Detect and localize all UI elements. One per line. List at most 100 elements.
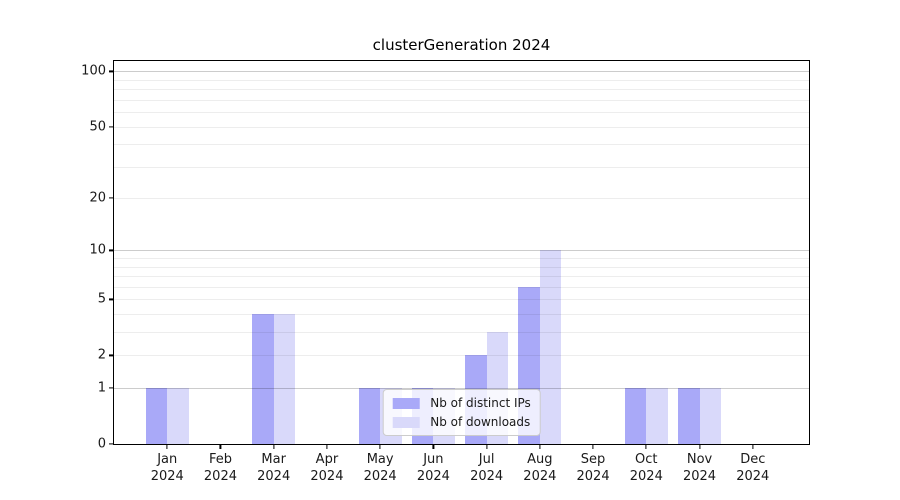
x-axis-label: Nov 2024 [683, 451, 716, 485]
x-label-year: 2024 [310, 469, 344, 484]
minor-gridline [114, 89, 809, 91]
x-axis-label: Apr 2024 [310, 451, 343, 485]
bar-distinct-ips [677, 388, 700, 444]
x-label-year: 2024 [257, 469, 291, 484]
minor-gridline [114, 144, 809, 146]
y-tick-mark [109, 298, 114, 300]
minor-gridline [114, 166, 809, 168]
minor-gridline [114, 112, 809, 114]
x-tick-mark [752, 444, 754, 449]
minor-gridline [114, 314, 809, 316]
x-label-month: Sep [580, 452, 606, 467]
x-tick-mark [539, 444, 541, 449]
x-tick-mark [698, 444, 701, 449]
x-label-month: Jul [478, 452, 495, 467]
bar-downloads [167, 388, 189, 444]
minor-gridline [114, 79, 809, 81]
minor-gridline [114, 258, 809, 260]
legend-swatch-distinct-ips [392, 397, 420, 409]
x-tick-mark [166, 444, 168, 449]
legend-label: Nb of distinct IPs [430, 396, 531, 410]
bar-downloads [699, 388, 722, 444]
x-label-month: Mar [261, 452, 286, 467]
x-label-month: Aug [527, 452, 553, 467]
x-axis-label: Jun 2024 [417, 451, 450, 485]
y-tick-label: 1 [97, 380, 106, 396]
major-gridline [114, 71, 809, 73]
x-axis-label: Mar 2024 [257, 451, 290, 485]
bar-distinct-ips [145, 388, 168, 444]
x-tick-mark [486, 444, 488, 449]
x-axis-label: Jan 2024 [151, 451, 184, 485]
bar-downloads [646, 388, 668, 444]
y-tick-mark [109, 126, 114, 128]
legend-label: Nb of downloads [430, 415, 531, 429]
legend-entry: Nb of distinct IPs [392, 396, 531, 410]
x-tick-mark [592, 444, 594, 449]
x-axis-label: Aug 2024 [523, 451, 556, 485]
y-tick-mark [109, 197, 114, 199]
x-label-month: May [366, 452, 394, 467]
bar-distinct-ips [624, 388, 647, 444]
x-axis-label: May 2024 [364, 451, 397, 485]
y-tick-mark [109, 70, 114, 73]
x-label-year: 2024 [523, 469, 557, 484]
x-axis-label: Oct 2024 [630, 451, 663, 485]
x-label-year: 2024 [629, 469, 663, 484]
y-tick-label: 100 [81, 63, 106, 79]
x-label-year: 2024 [736, 469, 770, 484]
plot-area: 0 1 2 5 10 20 50 100 Jan 2024 Feb 2024 Mar 2024 Apr 202… [81, 60, 810, 484]
x-label-month: Oct [635, 452, 658, 467]
x-label-month: Feb [208, 452, 232, 467]
y-tick-mark [109, 354, 114, 356]
minor-gridline [114, 332, 809, 334]
y-tick-label: 20 [89, 190, 106, 206]
x-axis-label: Feb 2024 [204, 451, 237, 485]
major-gridline [114, 250, 809, 252]
legend: Nb of distinct IPs Nb of downloads [382, 389, 541, 436]
x-label-month: Apr [315, 452, 339, 467]
x-tick-mark [645, 444, 647, 449]
x-label-year: 2024 [363, 469, 397, 484]
x-label-year: 2024 [203, 469, 237, 484]
x-axis-label: Jul 2024 [470, 451, 503, 485]
y-tick-mark [109, 443, 114, 445]
minor-gridline [114, 299, 809, 301]
minor-gridline [114, 99, 809, 101]
x-tick-mark [379, 444, 381, 449]
x-axis-label: Sep 2024 [577, 451, 610, 485]
minor-gridline [114, 276, 809, 278]
x-label-year: 2024 [470, 469, 504, 484]
x-label-year: 2024 [682, 469, 717, 484]
x-label-year: 2024 [150, 469, 184, 484]
minor-gridline [114, 355, 809, 357]
x-tick-mark [432, 444, 434, 449]
bar-downloads [539, 250, 562, 444]
minor-gridline [114, 126, 809, 128]
y-tick-label: 50 [89, 119, 106, 135]
bar-distinct-ips [358, 388, 381, 444]
x-label-month: Jun [423, 452, 444, 467]
legend-swatch-downloads [392, 416, 420, 428]
x-axis-label: Dec 2024 [736, 451, 769, 485]
x-label-month: Jan [157, 452, 178, 467]
y-tick-label: 0 [97, 436, 106, 452]
x-tick-mark [219, 444, 222, 449]
x-label-year: 2024 [416, 469, 450, 484]
y-tick-label: 10 [89, 242, 106, 258]
y-tick-label: 5 [97, 291, 106, 307]
x-tick-mark [326, 444, 328, 449]
x-label-month: Dec [740, 452, 766, 467]
y-tick-mark [109, 387, 114, 389]
x-label-year: 2024 [576, 469, 610, 484]
bar-downloads [273, 314, 296, 444]
minor-gridline [114, 198, 809, 200]
y-tick-mark [109, 249, 114, 252]
x-tick-mark [273, 444, 275, 449]
chart-title: clusterGeneration 2024 [372, 36, 551, 54]
minor-gridline [114, 266, 809, 268]
minor-gridline [114, 286, 809, 288]
bar-distinct-ips [252, 314, 274, 444]
x-label-month: Nov [686, 452, 713, 467]
